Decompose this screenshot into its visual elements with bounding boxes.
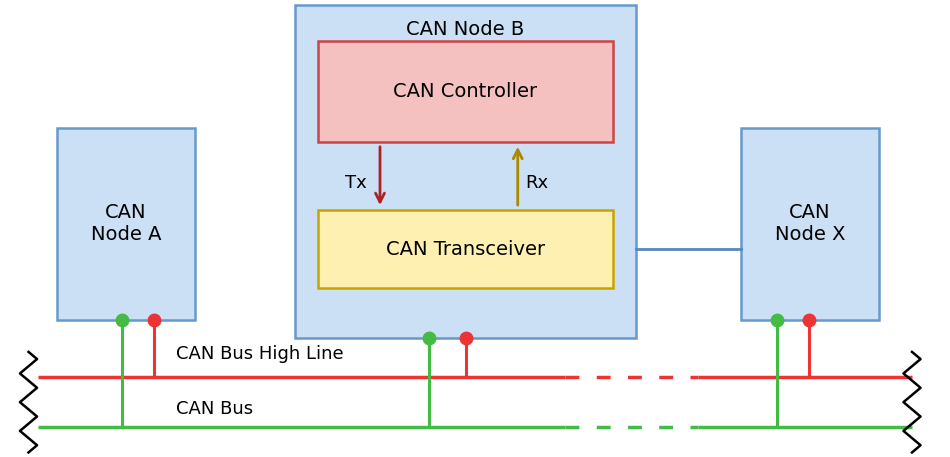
FancyBboxPatch shape — [318, 41, 613, 142]
Text: CAN Bus: CAN Bus — [176, 400, 253, 418]
Text: CAN
Node X: CAN Node X — [774, 203, 846, 244]
Text: Tx: Tx — [346, 174, 367, 192]
Text: CAN Transceiver: CAN Transceiver — [386, 239, 545, 259]
Text: CAN Node B: CAN Node B — [407, 20, 524, 39]
FancyBboxPatch shape — [741, 128, 879, 320]
Text: CAN Bus High Line: CAN Bus High Line — [176, 345, 343, 363]
Text: CAN
Node A: CAN Node A — [90, 203, 162, 244]
FancyBboxPatch shape — [294, 5, 636, 338]
Text: Rx: Rx — [525, 174, 548, 192]
FancyBboxPatch shape — [318, 210, 613, 288]
Text: CAN Controller: CAN Controller — [393, 82, 538, 101]
FancyBboxPatch shape — [57, 128, 195, 320]
